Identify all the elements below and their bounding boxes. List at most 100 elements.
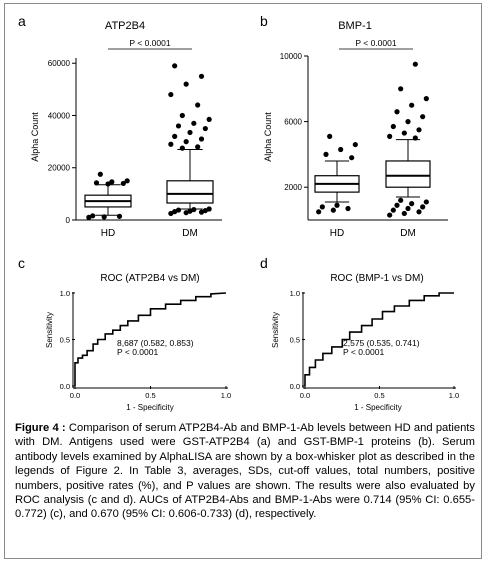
panel-c-annotation-line1: 8,687 (0.582, 0.853) (117, 338, 194, 348)
pb-outlier-point (412, 135, 418, 141)
pb-outlier-point (409, 201, 415, 207)
figure-caption: Figure 4 : Comparison of serum ATP2B4-Ab… (15, 421, 475, 522)
panel-a-ylabel: Alpha Count (30, 112, 40, 162)
pc-roc-curve (74, 292, 227, 386)
pa-outlier-point (168, 141, 174, 147)
panel-c: ROC (ATP2B4 vs DM) Sensitivity 0.0 0.5 1.0… (45, 273, 231, 412)
pb-outlier-point (423, 96, 429, 102)
pc-xtick-label: 1.0 (221, 391, 231, 400)
panel-letter-c: c (18, 255, 25, 271)
figure-caption-label: Figure 4 : (15, 422, 66, 434)
pa-outlier-point (109, 179, 115, 185)
pa-outlier-point (195, 102, 201, 108)
pa-outlier-point (93, 180, 100, 186)
pa-outlier-point (183, 139, 189, 145)
pc-ytick-label: 1.0 (60, 289, 70, 298)
pb-outlier-point (398, 86, 404, 92)
panel-c-annotation-line2: P < 0.0001 (117, 347, 158, 357)
pa-outlier-point (187, 129, 193, 136)
panel-b: BMP-1 P < 0.0001 Alpha Count 2000 6000 100… (263, 20, 448, 239)
pa-ytick-label: 0 (66, 216, 71, 225)
pb-outlier-point (398, 197, 404, 203)
pb-ytick-label: 6000 (284, 118, 302, 127)
pb-outlier-point (334, 202, 340, 208)
pa-outlier-point (116, 213, 123, 219)
pa-ytick-label: 60000 (48, 59, 71, 68)
pb-outlier-point (390, 123, 396, 130)
pa-outlier-point (179, 145, 185, 151)
panel-c-ylabel: Sensitivity (45, 312, 54, 348)
panel-a-xtick-hd: HD (101, 228, 115, 239)
pa-ytick-label: 40000 (48, 111, 71, 120)
figure-frame (4, 3, 482, 559)
panel-d-ylabel: Sensitivity (271, 312, 280, 348)
pa-outlier-point (191, 206, 197, 213)
pa-ytick-label: 20000 (48, 164, 71, 173)
pa-outlier-point (195, 144, 201, 150)
pd-ytick-label: 0.0 (290, 382, 300, 391)
panel-letter-b: b (260, 13, 268, 29)
panel-c-xlabel: 1 - Specificity (126, 403, 174, 412)
pc-xtick-label: 0.0 (70, 391, 80, 400)
pa-outlier-point (175, 207, 182, 213)
pb-outlier-point (409, 102, 415, 108)
pa-outlier-point (206, 206, 212, 212)
panel-a-significance: P < 0.0001 (129, 38, 170, 48)
pa-outlier-point (90, 213, 96, 219)
pb-outlier-point (345, 205, 351, 212)
pa-outlier-point (97, 171, 103, 177)
pb-outlier-point (327, 133, 333, 139)
pa-outlier-point (191, 120, 197, 126)
pb-outlier-point (387, 133, 393, 139)
panel-d-xlabel: 1 - Specificity (354, 403, 402, 412)
panel-a: ATP2B4 P < 0.0001 Alpha Count 0 20000 4000… (30, 20, 222, 239)
pa-outlier-point (120, 180, 126, 187)
panel-d-title: ROC (BMP-1 vs DM) (330, 273, 423, 284)
pa-outlier-point (124, 178, 130, 184)
pa-outlier-point (198, 73, 205, 79)
pb-outlier-point (401, 210, 407, 217)
pa-outlier-point (172, 63, 178, 69)
panel-b-xtick-dm: DM (400, 228, 416, 239)
pb-outlier-point (420, 114, 426, 120)
panel-c-title: ROC (ATP2B4 vs DM) (100, 273, 199, 284)
pb-outlier-point (401, 130, 407, 136)
pb-outlier-point (420, 204, 426, 210)
pa-outlier-point (172, 133, 178, 139)
panel-b-xtick-hd: HD (330, 228, 344, 239)
pb-outlier-point (323, 151, 329, 157)
panel-d-annotation-line2: P < 0.0001 (343, 347, 384, 357)
pa-outlier-point (168, 91, 174, 98)
pa-outlier-point (206, 116, 212, 123)
pa-outlier-point (202, 125, 208, 132)
panel-a-title: ATP2B4 (105, 20, 145, 32)
panel-d-annotation-line1: 2,575 (0.535, 0.741) (343, 338, 420, 348)
pa-outlier-point (105, 181, 111, 187)
pc-ytick-label: 0.0 (60, 382, 70, 391)
pd-xtick-label: 0.5 (374, 391, 384, 400)
pd-ytick-label: 1.0 (290, 289, 300, 298)
pb-outlier-point (394, 202, 400, 208)
pb-outlier-point (352, 141, 358, 148)
pb-outlier-point (387, 212, 393, 218)
panel-letter-d: d (260, 255, 268, 271)
pd-xtick-label: 1.0 (449, 391, 459, 400)
pb-outlier-point (390, 207, 396, 213)
pa-outlier-point (101, 214, 107, 220)
figure-caption-text: Comparison of serum ATP2B4-Ab and BMP-1-… (15, 422, 476, 521)
pb-box-dm (385, 160, 431, 188)
pb-outlier-point (394, 109, 400, 115)
pb-outlier-point (405, 119, 411, 125)
pb-outlier-point (330, 207, 336, 213)
pb-outlier-point (416, 209, 422, 215)
panel-b-ylabel: Alpha Count (263, 112, 273, 162)
panel-a-xtick-dm: DM (182, 228, 198, 239)
pb-outlier-point (316, 209, 322, 215)
pb-outlier-point (412, 61, 418, 67)
pa-outlier-point (183, 81, 189, 87)
panel-d: ROC (BMP-1 vs DM) Sensitivity 0.0 0.5 1.0 0… (271, 273, 459, 412)
pc-ytick-label: 0.5 (60, 336, 70, 345)
pb-outlier-point (338, 146, 344, 153)
pb-outlier-point (349, 155, 355, 161)
pb-ytick-label: 2000 (284, 183, 302, 192)
